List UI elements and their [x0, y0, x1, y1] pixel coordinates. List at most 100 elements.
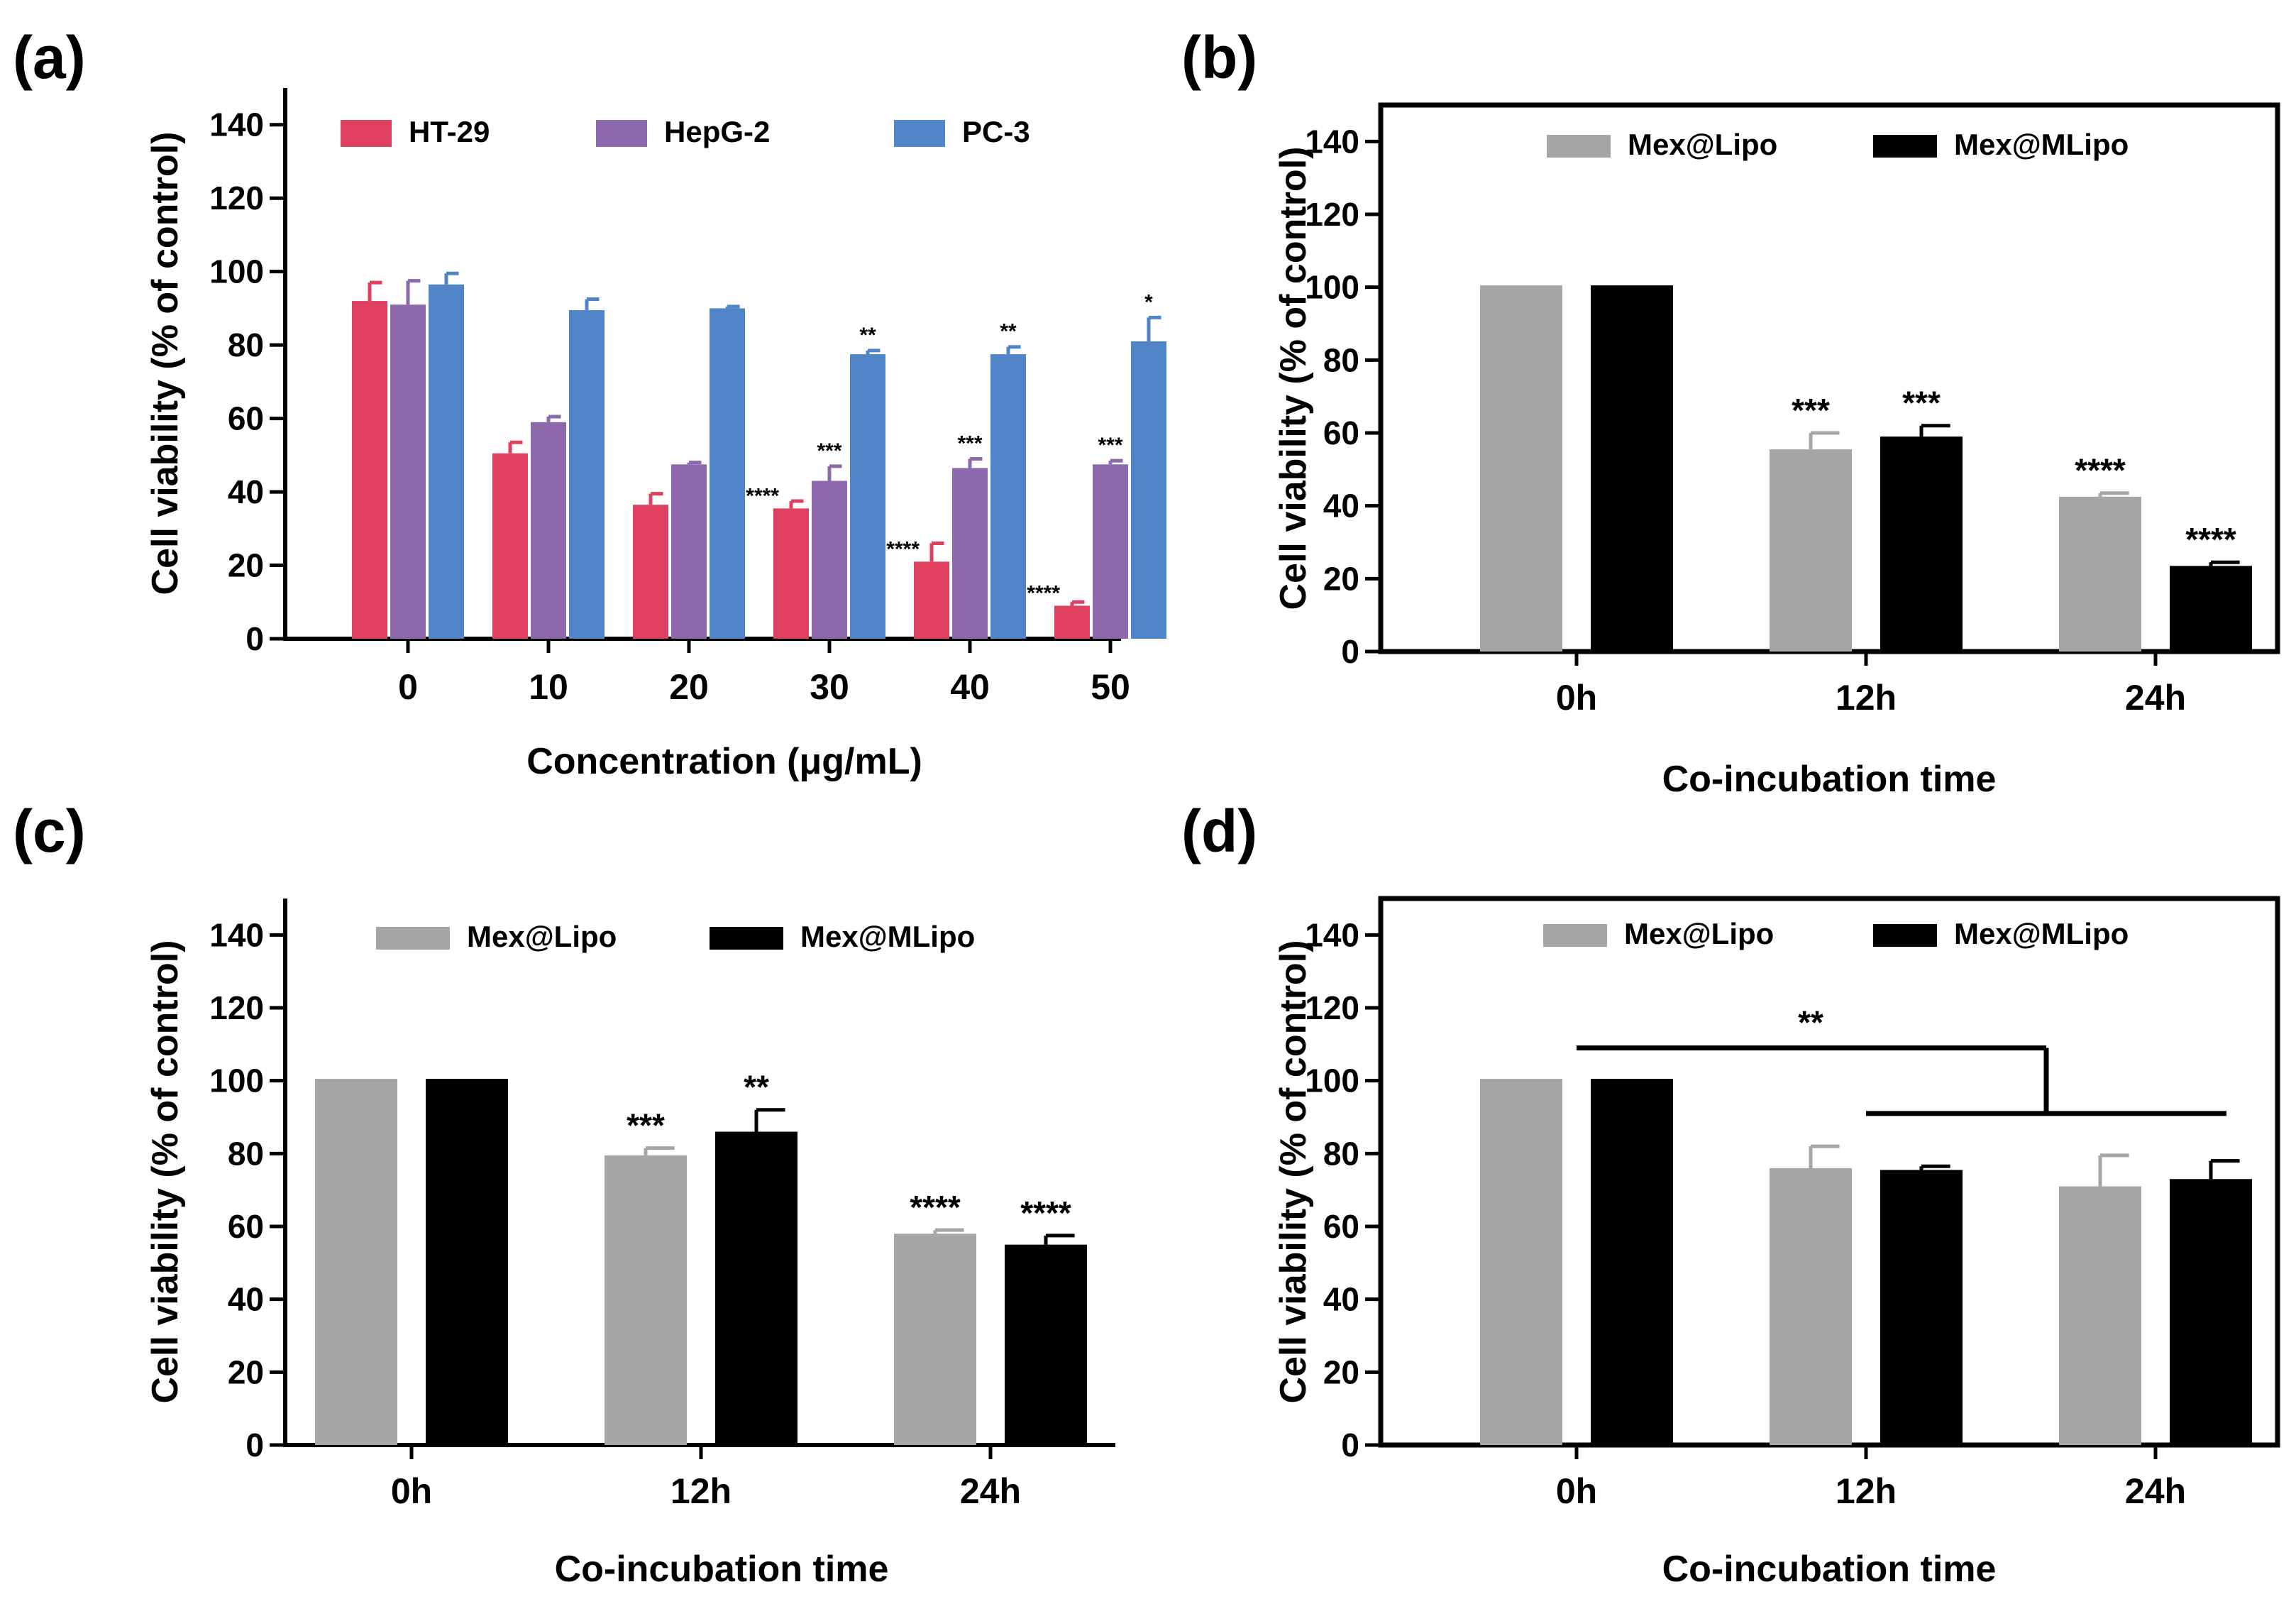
- y-tick-label: 140: [209, 916, 264, 953]
- significance-label: ***: [1902, 385, 1941, 422]
- significance-label: **: [859, 324, 876, 347]
- x-axis-title: Concentration (μg/mL): [526, 741, 922, 782]
- legend-swatch: [1543, 924, 1607, 947]
- legend-swatch: [894, 120, 945, 147]
- y-axis-title: Cell viability (% of control): [145, 940, 186, 1404]
- y-tick-label: 20: [228, 547, 264, 584]
- significance-label: ****: [910, 1189, 961, 1226]
- significance-label: ***: [817, 439, 841, 463]
- bar-mex-lipo: [605, 1155, 687, 1445]
- x-tick-label: 0h: [1556, 678, 1597, 718]
- significance-label: ***: [1098, 434, 1122, 457]
- y-tick-label: 140: [1305, 916, 1359, 953]
- y-tick-label: 60: [1323, 414, 1359, 451]
- bar-mex-lipo: [315, 1079, 397, 1445]
- x-tick-label: 12h: [670, 1471, 732, 1511]
- y-tick-label: 120: [209, 989, 264, 1026]
- x-tick-label: 40: [950, 667, 990, 707]
- x-tick-label: 0h: [1556, 1471, 1597, 1511]
- bar-mex-lipo: [1770, 1168, 1852, 1445]
- bar-hepg-2: [531, 422, 566, 639]
- bar-mex-lipo: [1770, 449, 1852, 652]
- y-tick-label: 40: [1323, 488, 1359, 524]
- x-tick-label: 20: [669, 667, 709, 707]
- bar-ht-29: [352, 301, 387, 639]
- significance-label: ****: [1020, 1194, 1071, 1231]
- bar-mex-mlipo: [1880, 436, 1963, 652]
- y-tick-label: 20: [1323, 560, 1359, 597]
- x-tick-label: 24h: [960, 1471, 1021, 1511]
- significance-label: ****: [1027, 581, 1060, 605]
- bar-hepg-2: [671, 464, 707, 639]
- significance-label: ****: [886, 537, 920, 561]
- legend-label: HepG-2: [664, 115, 770, 148]
- legend-label: Mex@MLipo: [1954, 128, 2129, 161]
- x-axis-title: Co-incubation time: [1662, 759, 1997, 800]
- y-tick-label: 100: [1305, 1062, 1359, 1099]
- bar-hepg-2: [390, 304, 426, 639]
- y-tick-label: 100: [1305, 269, 1359, 306]
- bar-mex-mlipo: [1591, 1079, 1673, 1445]
- bar-ht-29: [1054, 605, 1090, 639]
- x-tick-label: 0h: [391, 1471, 432, 1511]
- bar-ht-29: [492, 453, 528, 639]
- legend-label: HT-29: [409, 115, 490, 148]
- y-tick-label: 80: [228, 326, 264, 363]
- y-tick-label: 120: [209, 180, 264, 216]
- x-tick-label: 24h: [2125, 678, 2186, 718]
- legend-label: Mex@Lipo: [1628, 128, 1777, 161]
- y-tick-label: 140: [1305, 123, 1359, 160]
- bar-pc-3: [569, 309, 605, 639]
- significance-label: *: [1144, 290, 1153, 314]
- legend-label: Mex@MLipo: [1954, 917, 2129, 950]
- legend-swatch: [376, 927, 450, 950]
- bar-mex-lipo: [894, 1234, 976, 1445]
- y-tick-label: 60: [1323, 1208, 1359, 1245]
- bar-mex-mlipo: [1880, 1170, 1963, 1445]
- y-tick-label: 80: [1323, 1135, 1359, 1172]
- bar-ht-29: [914, 561, 949, 639]
- x-tick-label: 10: [529, 667, 568, 707]
- bar-mex-lipo: [2059, 496, 2141, 652]
- bar-mex-mlipo: [1005, 1244, 1087, 1445]
- y-tick-label: 60: [228, 400, 264, 437]
- bar-mex-lipo: [1480, 285, 1562, 652]
- y-axis-title: Cell viability (% of control): [1273, 147, 1314, 610]
- significance-label: ****: [746, 484, 779, 507]
- panel-letter: (c): [13, 798, 86, 864]
- legend-swatch: [1873, 924, 1937, 947]
- bar-mex-mlipo: [1591, 285, 1673, 652]
- legend-swatch: [341, 120, 392, 147]
- bar-mex-lipo: [2059, 1186, 2141, 1445]
- bar-ht-29: [773, 508, 809, 639]
- bar-hepg-2: [952, 468, 988, 639]
- y-tick-label: 0: [1341, 633, 1359, 670]
- y-tick-label: 140: [209, 106, 264, 143]
- bar-mex-lipo: [1480, 1079, 1562, 1445]
- bar-pc-3: [710, 308, 745, 639]
- bar-mex-mlipo: [426, 1079, 508, 1445]
- panel-letter: (b): [1181, 24, 1257, 91]
- y-tick-label: 60: [228, 1208, 264, 1245]
- legend-swatch: [710, 927, 783, 950]
- legend-swatch: [1547, 135, 1611, 158]
- y-tick-label: 80: [228, 1135, 264, 1172]
- y-tick-label: 40: [228, 1281, 264, 1318]
- y-tick-label: 40: [228, 473, 264, 510]
- y-axis-title: Cell viability (% of control): [145, 132, 186, 595]
- legend-label: PC-3: [962, 115, 1030, 148]
- x-tick-label: 12h: [1836, 1471, 1897, 1511]
- y-tick-label: 0: [245, 620, 264, 657]
- y-tick-label: 120: [1305, 196, 1359, 233]
- bar-pc-3: [990, 354, 1026, 639]
- panel-2: (c) 0 20 40 60 80 100 120 140 Cell viability (% o…: [13, 798, 1115, 1590]
- y-tick-label: 120: [1305, 989, 1359, 1026]
- y-tick-label: 0: [245, 1427, 264, 1463]
- y-tick-label: 100: [209, 1062, 264, 1099]
- x-tick-label: 0: [398, 667, 418, 707]
